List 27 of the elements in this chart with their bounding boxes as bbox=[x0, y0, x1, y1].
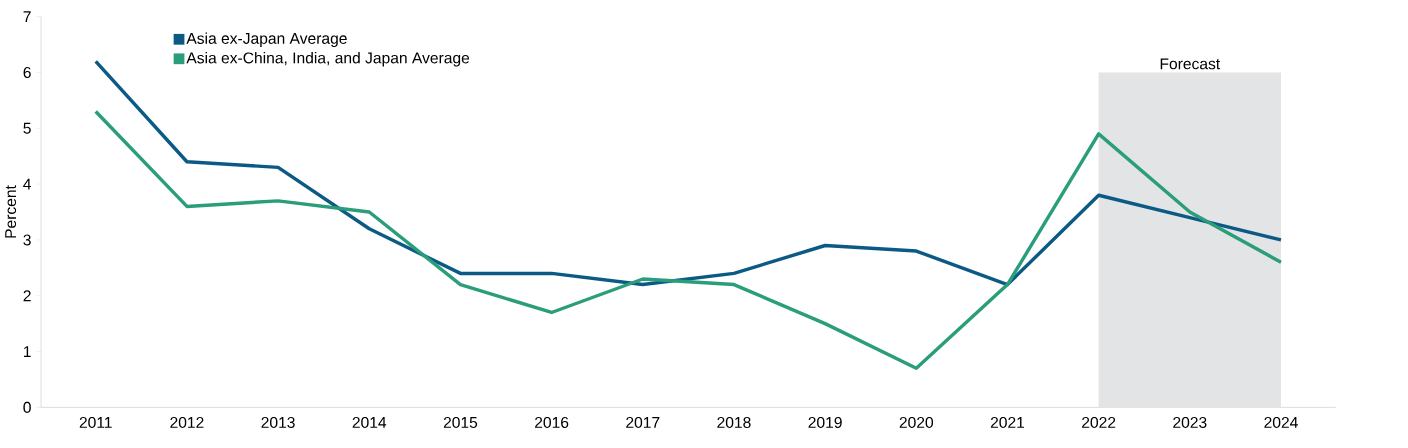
y-tick-label: 0 bbox=[23, 402, 31, 414]
x-tick-label: 2019 bbox=[808, 417, 842, 429]
band-label: Forecast bbox=[1160, 58, 1221, 70]
x-tick-label: 2017 bbox=[626, 417, 660, 429]
y-tick-label: 6 bbox=[23, 67, 31, 79]
x-tick-label: 2016 bbox=[535, 417, 569, 429]
legend-label: Asia ex-Japan Average bbox=[186, 32, 347, 48]
x-tick-label: 2012 bbox=[170, 417, 204, 429]
y-tick-label: 2 bbox=[23, 290, 31, 302]
x-tick-label: 2014 bbox=[352, 417, 387, 429]
x-tick-label: 2020 bbox=[899, 417, 934, 429]
line-series bbox=[94, 110, 1283, 371]
x-tick-label: 2021 bbox=[990, 417, 1025, 429]
x-tick-label: 2015 bbox=[443, 417, 478, 429]
y-tick-label: 1 bbox=[23, 346, 31, 358]
y-tick-label: 7 bbox=[23, 11, 31, 23]
x-tick-label: 2011 bbox=[79, 417, 112, 429]
y-axis-title: Percent bbox=[5, 185, 17, 238]
y-tick-label: 4 bbox=[23, 178, 32, 190]
x-tick-label: 2024 bbox=[1264, 417, 1298, 429]
x-tick-label: 2013 bbox=[261, 417, 295, 429]
x-tick-label: 2022 bbox=[1082, 417, 1116, 429]
y-tick-label: 3 bbox=[23, 234, 31, 246]
x-tick-label: 2023 bbox=[1173, 417, 1207, 429]
x-tick-label: 2018 bbox=[717, 417, 751, 429]
legend-label: Asia ex-China, India, and Japan Average bbox=[186, 52, 470, 67]
y-tick-label: 5 bbox=[23, 123, 31, 134]
